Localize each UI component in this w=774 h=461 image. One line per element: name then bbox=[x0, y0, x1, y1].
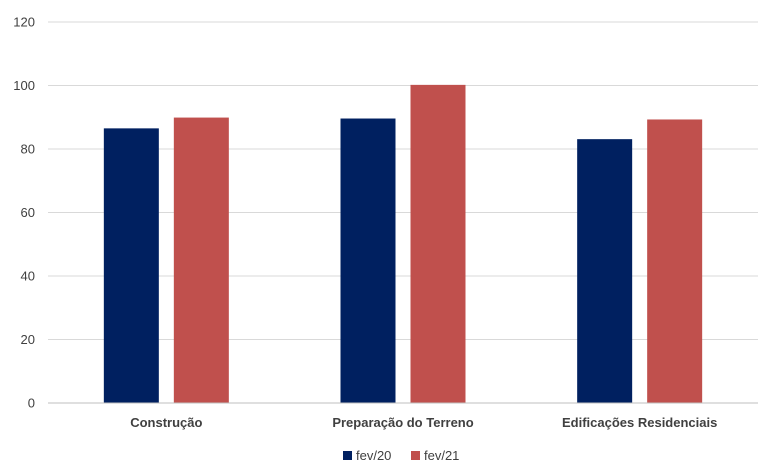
legend-label: fev/20 bbox=[356, 448, 391, 461]
bar-fev-21-1 bbox=[410, 84, 466, 404]
legend-label: fev/21 bbox=[424, 448, 459, 461]
category-label: Edificações Residenciais bbox=[562, 415, 717, 430]
y-tick-label: 40 bbox=[21, 269, 35, 284]
y-tick-label: 60 bbox=[21, 205, 35, 220]
y-axis-tick-labels: 0 20 40 60 80 100 120 bbox=[13, 15, 35, 411]
legend: fev/20 fev/21 bbox=[343, 448, 459, 461]
bars bbox=[103, 84, 703, 404]
y-tick-label: 80 bbox=[21, 142, 35, 157]
y-tick-label: 120 bbox=[13, 15, 35, 30]
y-tick-label: 20 bbox=[21, 332, 35, 347]
legend-swatch bbox=[343, 451, 352, 460]
bar-fev-21-2 bbox=[647, 119, 703, 403]
y-tick-label: 0 bbox=[28, 396, 35, 411]
gridlines bbox=[48, 21, 758, 340]
x-axis-category-labels: Construção Preparação do Terreno Edificaçõ… bbox=[130, 415, 717, 430]
bar-fev-20-1 bbox=[340, 118, 396, 404]
legend-swatch bbox=[411, 451, 420, 460]
bar-fev-20-0 bbox=[103, 128, 159, 404]
y-tick-label: 100 bbox=[13, 78, 35, 93]
bar-fev-21-0 bbox=[173, 117, 229, 403]
category-label: Preparação do Terreno bbox=[332, 415, 473, 430]
category-label: Construção bbox=[130, 415, 202, 430]
bar-fev-20-2 bbox=[577, 139, 633, 403]
